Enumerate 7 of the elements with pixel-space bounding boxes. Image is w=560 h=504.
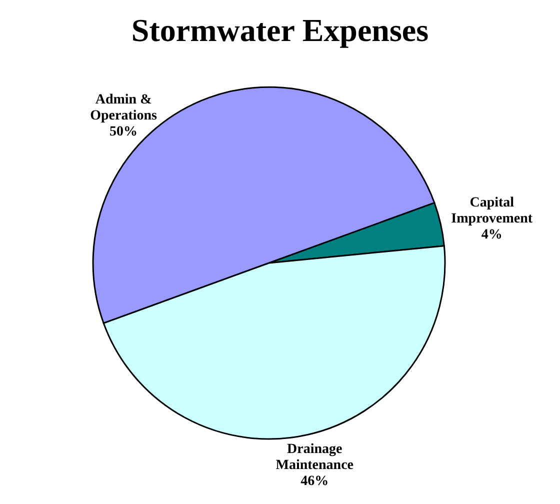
- data-label: 50%: [110, 124, 138, 140]
- slice-label: Capital Improvement: [451, 195, 533, 226]
- chart-title: Stormwater Expenses: [130, 11, 430, 50]
- slice-label: Drainage Maintenance: [276, 442, 354, 473]
- data-label: 4%: [481, 227, 502, 242]
- data-label: 46%: [300, 474, 329, 489]
- slice-label: Admin & Operations: [90, 92, 158, 124]
